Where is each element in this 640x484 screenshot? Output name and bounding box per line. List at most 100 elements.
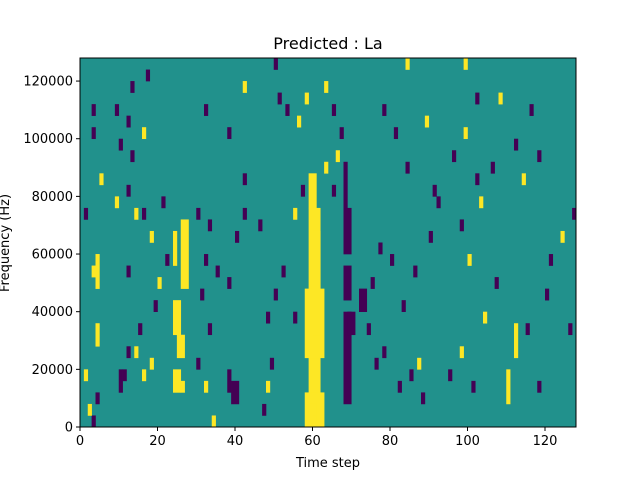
- heatmap-cell-high: [521, 173, 526, 186]
- y-tick-label: 40000: [32, 305, 73, 320]
- heatmap-cell-low: [343, 207, 352, 255]
- heatmap-cell-high: [324, 81, 329, 93]
- heatmap-cell-low: [545, 288, 550, 301]
- heatmap-cell-high: [417, 357, 422, 370]
- heatmap-cell-high: [304, 92, 309, 105]
- heatmap-cell-low: [227, 277, 232, 289]
- heatmap-cell-high: [293, 207, 298, 220]
- x-tick-label: 0: [76, 434, 84, 449]
- heatmap-cell-high: [312, 230, 321, 336]
- heatmap-cell-low: [273, 58, 278, 70]
- heatmap-cell-high: [266, 380, 271, 393]
- y-axis-ticks: 0 20000 40000 60000 80000 100000 120000: [23, 75, 80, 436]
- x-tick-label: 100: [455, 434, 480, 449]
- heatmap-cell-high: [173, 300, 182, 336]
- heatmap-cell-low: [572, 207, 577, 220]
- heatmap-cell-high: [297, 115, 302, 128]
- y-tick-label: 80000: [32, 190, 73, 205]
- heatmap-cell-low: [91, 127, 96, 140]
- heatmap-cell-high: [91, 265, 96, 278]
- heatmap-cell-high: [467, 254, 472, 266]
- heatmap-cell-low: [126, 346, 131, 359]
- heatmap-cell-high: [498, 92, 503, 105]
- heatmap-cell-low: [374, 357, 379, 370]
- heatmap-cell-high: [312, 415, 317, 428]
- heatmap-cell-low: [475, 173, 480, 186]
- heatmap-cell-high: [324, 161, 329, 174]
- heatmap-cell-high: [176, 334, 185, 359]
- heatmap-cell-low: [122, 369, 127, 382]
- heatmap-cell-low: [258, 219, 263, 232]
- heatmap-cell-high: [95, 254, 100, 289]
- heatmap-cell-low: [200, 288, 205, 301]
- heatmap-cell-low: [262, 403, 267, 416]
- heatmap-cell-low: [436, 196, 441, 209]
- chart-title: Predicted : La: [273, 34, 382, 53]
- heatmap-cell-high: [180, 380, 185, 393]
- heatmap-cell-low: [142, 207, 147, 220]
- heatmap-cell-low: [409, 369, 414, 382]
- heatmap-cell-low: [231, 380, 240, 405]
- heatmap-cell-low: [83, 207, 89, 220]
- heatmap-cell-low: [95, 392, 100, 405]
- heatmap-cell-low: [273, 288, 278, 301]
- heatmap-cell-low: [339, 127, 344, 140]
- heatmap-cell-high: [157, 277, 162, 289]
- heatmap-cell-low: [471, 380, 476, 393]
- heatmap-cell-low: [242, 173, 247, 186]
- heatmap-cell-low: [397, 380, 402, 393]
- heatmap-cell-low: [432, 184, 437, 197]
- heatmap-cell-low: [138, 323, 143, 336]
- heatmap-cell-low: [448, 369, 453, 382]
- heatmap-cell-low: [548, 254, 554, 266]
- heatmap-cell-low: [514, 138, 519, 151]
- heatmap-cell-low: [114, 104, 120, 116]
- heatmap-cell-high: [506, 369, 511, 405]
- heatmap-cell-low: [390, 254, 395, 266]
- heatmap-cell-high: [483, 311, 488, 324]
- heatmap-cell-low: [359, 288, 368, 312]
- heatmap-cell-low: [405, 161, 410, 174]
- x-tick-label: 120: [533, 434, 558, 449]
- heatmap-cell-low: [207, 323, 213, 336]
- heatmap-cell-low: [204, 254, 209, 266]
- heatmap-cell-low: [452, 150, 457, 163]
- heatmap-cell-low: [196, 207, 201, 220]
- heatmap-cell-low: [161, 196, 166, 209]
- heatmap-cell-high: [99, 173, 104, 186]
- heatmap-cell-low: [196, 357, 201, 370]
- y-tick-label: 100000: [23, 132, 73, 147]
- heatmap-cell-low: [204, 104, 209, 116]
- heatmap-cell-low: [266, 311, 271, 324]
- heatmap-cell-low: [91, 415, 96, 428]
- heatmap-cell-high: [514, 323, 519, 359]
- heatmap-cell-high: [560, 230, 565, 243]
- x-axis-ticks: 0 20 40 60 80 100 120: [76, 427, 558, 449]
- heatmap-cell-low: [370, 277, 375, 289]
- heatmap-cell-high: [180, 219, 189, 289]
- heatmap-cell-low: [285, 104, 290, 116]
- heatmap-cell-high: [142, 127, 147, 140]
- x-tick-label: 40: [227, 434, 244, 449]
- heatmap-cell-low: [91, 104, 96, 116]
- heatmap-cell-low: [227, 127, 232, 140]
- heatmap-cell-low: [118, 138, 123, 151]
- heatmap-cell-low: [227, 369, 232, 393]
- heatmap-cell-low: [130, 150, 135, 163]
- heatmap-cell-high: [424, 115, 430, 128]
- heatmap-cell-high: [83, 369, 89, 382]
- x-tick-label: 20: [149, 434, 166, 449]
- heatmap-cell-low: [331, 104, 337, 116]
- heatmap-cell-high: [114, 196, 120, 209]
- heatmap-cell-high: [134, 207, 139, 220]
- heatmap-cell-low: [568, 323, 573, 336]
- heatmap-cell-high: [142, 369, 147, 382]
- heatmap-cell-low: [207, 219, 213, 232]
- heatmap-cell-low: [165, 254, 170, 266]
- heatmap-cell-low: [378, 242, 383, 255]
- x-tick-label: 80: [382, 434, 399, 449]
- heatmap-cell-low: [401, 300, 406, 312]
- heatmap-cell-low: [126, 184, 131, 197]
